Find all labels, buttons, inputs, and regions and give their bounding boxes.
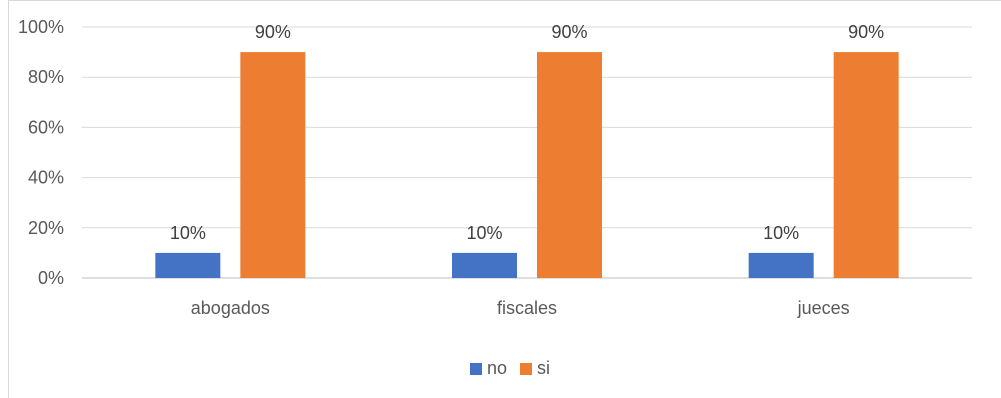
data-label: 90% [848, 22, 884, 42]
x-tick-label: jueces [797, 298, 850, 318]
y-tick-label: 60% [28, 117, 64, 137]
bar-no-fiscales [452, 252, 517, 278]
data-label: 90% [551, 22, 587, 42]
bar-si-jueces [833, 52, 899, 278]
bar-no-jueces [748, 252, 814, 278]
y-tick-label: 0% [38, 268, 64, 288]
bar-no-abogados [155, 252, 221, 278]
x-tick-label: abogados [191, 298, 270, 318]
y-tick-label: 100% [18, 17, 64, 37]
data-label: 10% [763, 223, 799, 243]
legend-label: no [487, 358, 507, 378]
x-tick-label: fiscales [497, 298, 557, 318]
legend-swatch-no [470, 363, 482, 375]
y-tick-label: 20% [28, 218, 64, 238]
y-tick-label: 80% [28, 67, 64, 87]
data-label: 10% [466, 223, 502, 243]
legend-swatch-si [520, 363, 532, 375]
chart-area [8, 0, 1001, 398]
data-label: 90% [255, 22, 291, 42]
bar-si-abogados [240, 52, 306, 278]
data-label: 10% [170, 223, 206, 243]
y-tick-label: 40% [28, 168, 64, 188]
bar-si-fiscales [537, 52, 602, 278]
legend-label: si [537, 358, 550, 378]
